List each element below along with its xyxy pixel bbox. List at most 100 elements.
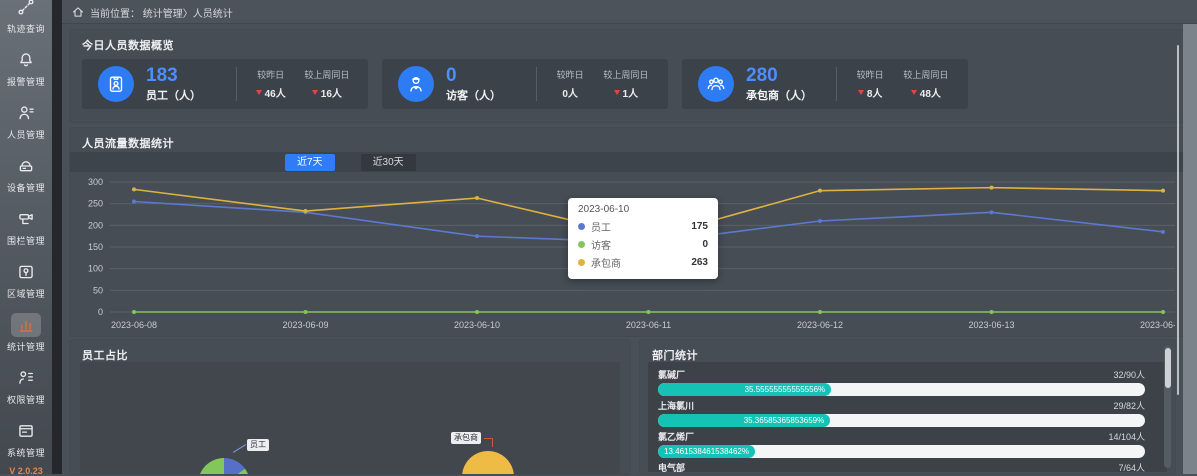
overview-card-stat: 0 访客（人） [382, 64, 536, 103]
card-compare: 较上周同日 16人 [304, 68, 349, 100]
right-gutter [1183, 24, 1197, 474]
tooltip-rows: 员工 175 访客 0 承包商 263 [578, 219, 708, 270]
card-label: 员工（人） [146, 89, 201, 102]
card-value: 0 [446, 64, 457, 86]
sidebar-item-label: 权限管理 [6, 395, 45, 405]
card-compare: 较上周同日 1人 [603, 68, 648, 100]
svg-text:2023-06-10: 2023-06-10 [454, 320, 500, 330]
main-content: 今日人员数据概览 183 员工（人） 较昨日 46人 较上周同日 16人 [62, 24, 1183, 474]
page-scrollbar[interactable] [1177, 45, 1179, 395]
series-dot-icon [578, 223, 585, 230]
department-name: 上海氯川 [658, 401, 695, 411]
permission-icon [19, 371, 33, 384]
department-bar-fill: 35.55555555555556% [658, 383, 832, 396]
device-icon [19, 161, 33, 172]
pie-contractor-label: 承包商 [451, 432, 481, 444]
employee-ratio-title: 员工占比 [82, 350, 128, 362]
svg-text:2023-06-09: 2023-06-09 [282, 320, 328, 330]
compare-value: 48人 [910, 85, 941, 100]
department-bar-track: 13.461538461538462% [658, 445, 1145, 458]
overview-card-1: 0 访客（人） 较昨日 0人 较上周同日 1人 [382, 59, 668, 109]
department-bar-track: 35.55555555555556% [658, 383, 1145, 396]
sidebar-item-device[interactable]: 设备管理 [0, 147, 52, 200]
overview-panel: 今日人员数据概览 183 员工（人） 较昨日 46人 较上周同日 16人 [70, 30, 1183, 122]
tooltip-series-value: 175 [691, 221, 708, 232]
down-arrow-icon [613, 90, 620, 95]
pie-employee-leader-line [232, 444, 247, 453]
app-version: V 2.0.23 [9, 466, 43, 476]
sidebar: 轨迹查询 报警管理 人员管理 设备管理 围栏管理 区域管理 统计管理 权限管理 … [0, 0, 62, 476]
department-row: 电气部 7/64人 10.9375% [658, 461, 1145, 472]
pie-contractor [462, 451, 514, 474]
department-bar-fill: 35.36585365853659% [658, 414, 831, 427]
departments-title: 部门统计 [652, 350, 698, 362]
department-percent: 35.36585365853659% [743, 416, 825, 425]
card-compare: 较昨日 46人 [255, 68, 286, 100]
department-count: 14/104人 [1108, 432, 1145, 442]
sidebar-item-trajectory[interactable]: 轨迹查询 [0, 0, 52, 41]
department-row: 氯乙烯厂 14/104人 13.461538461538462% [658, 430, 1145, 458]
department-bar-track: 35.36585365853659% [658, 414, 1145, 427]
tooltip-series-value: 263 [691, 257, 708, 268]
department-scrollbar-thumb[interactable] [1164, 348, 1171, 388]
tooltip-row: 承包商 263 [578, 255, 708, 270]
tooltip-row: 员工 175 [578, 219, 708, 234]
statistics-icon [19, 320, 33, 332]
department-row: 氯碱厂 32/90人 35.55555555555556% [658, 368, 1145, 396]
tooltip-series-name: 承包商 [591, 259, 621, 270]
region-icon [19, 265, 33, 279]
card-icon-circle [398, 66, 434, 102]
card-value: 280 [746, 64, 778, 86]
tab-range-30d[interactable]: 近30天 [360, 153, 416, 171]
alarm-icon [20, 53, 32, 67]
department-scrollbar[interactable] [1164, 346, 1171, 468]
svg-text:250: 250 [88, 199, 103, 209]
compare-value: 46人 [255, 85, 286, 100]
sidebar-item-permission[interactable]: 权限管理 [0, 359, 52, 412]
svg-text:200: 200 [88, 220, 103, 230]
home-icon[interactable] [72, 6, 84, 18]
contractor-group-icon [707, 77, 725, 91]
sidebar-item-region[interactable]: 区域管理 [0, 253, 52, 306]
compare-label: 较上周同日 [603, 70, 649, 80]
sidebar-item-alarm[interactable]: 报警管理 [0, 41, 52, 94]
svg-text:2023-06-13: 2023-06-13 [968, 320, 1014, 330]
series-dot-icon [578, 259, 585, 266]
svg-text:2023-06-14: 2023-06-14 [1140, 320, 1175, 330]
card-divider [836, 67, 837, 101]
overview-cards: 183 员工（人） 较昨日 46人 较上周同日 16人 0 访客（人） [70, 57, 1183, 109]
compare-label: 较上周同日 [903, 70, 949, 80]
card-compare: 较昨日 8人 [857, 68, 884, 100]
svg-text:2023-06-11: 2023-06-11 [626, 320, 671, 330]
svg-text:0: 0 [98, 307, 103, 317]
visitor-icon [410, 76, 422, 92]
department-name: 氯乙烯厂 [658, 432, 695, 442]
flow-title: 人员流量数据统计 [82, 138, 174, 150]
department-list: 氯碱厂 32/90人 35.55555555555556% 上海氯川 29/82… [648, 362, 1167, 472]
breadcrumb-text: 当前位置： 统计管理〉人员统计 [90, 8, 233, 20]
department-bar-fill: 13.461538461538462% [658, 445, 755, 458]
sidebar-nav: 轨迹查询 报警管理 人员管理 设备管理 围栏管理 区域管理 统计管理 权限管理 … [0, 0, 52, 465]
compare-label: 较昨日 [856, 70, 884, 80]
sidebar-item-label: 围栏管理 [6, 236, 45, 246]
chart-tooltip: 2023-06-10 员工 175 访客 0 承包商 263 [568, 198, 718, 279]
card-label: 访客（人） [446, 89, 501, 102]
card-compare: 较上周同日 48人 [903, 68, 948, 100]
sidebar-item-system[interactable]: 系统管理 [0, 412, 52, 465]
breadcrumb: 当前位置： 统计管理〉人员统计 [62, 0, 1197, 24]
tooltip-series-name: 访客 [591, 241, 611, 252]
sidebar-item-personnel[interactable]: 人员管理 [0, 94, 52, 147]
sidebar-item-statistics[interactable]: 统计管理 [0, 306, 52, 359]
flow-tabs: 近7天 近30天 [285, 153, 416, 171]
sidebar-item-label: 设备管理 [6, 183, 45, 193]
tab-range-7d[interactable]: 近7天 [285, 153, 335, 171]
employee-ratio-chart-area: 员工 承包商 [80, 362, 620, 474]
down-arrow-icon [910, 90, 917, 95]
card-value: 183 [146, 64, 178, 86]
card-compare: 较昨日 0人 [557, 68, 584, 100]
down-arrow-icon [311, 90, 318, 95]
svg-text:2023-06-12: 2023-06-12 [797, 320, 843, 330]
compare-label: 较昨日 [257, 70, 285, 80]
sidebar-item-label: 系统管理 [6, 448, 45, 458]
sidebar-item-fence[interactable]: 围栏管理 [0, 200, 52, 253]
